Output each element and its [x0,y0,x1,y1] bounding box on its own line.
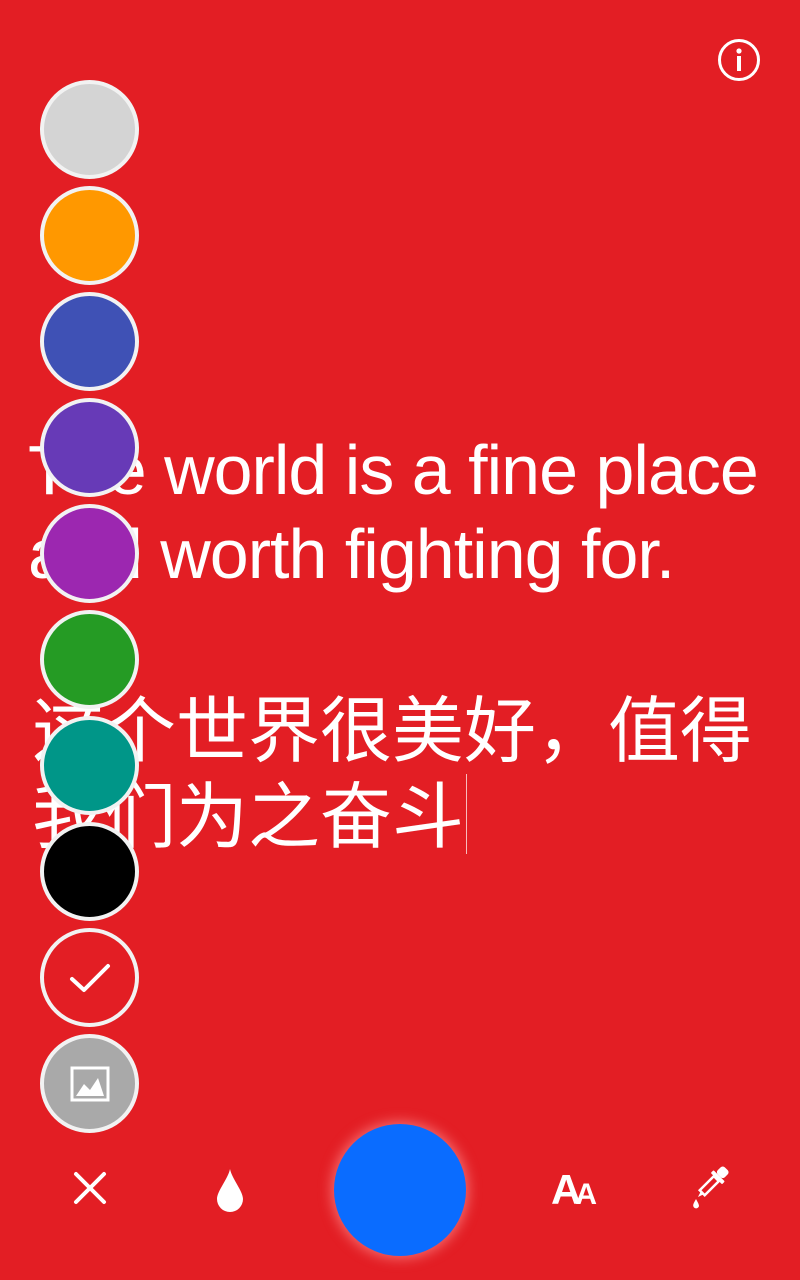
font-icon: AA [550,1166,597,1213]
eyedropper-button[interactable] [686,1158,734,1212]
info-icon [736,48,742,71]
bottom-toolbar: AA [0,1120,800,1280]
color-swatch-purple[interactable] [40,504,139,603]
text-canvas[interactable]: The world is a fine place and worth figh… [28,428,788,860]
chinese-text-line[interactable]: 这个世界很美好，值得我们为之奋斗 [32,688,788,860]
color-swatch-light-gray[interactable] [40,80,139,179]
color-swatch-deep-purple[interactable] [40,398,139,497]
color-swatch-teal[interactable] [40,716,139,815]
english-text[interactable]: The world is a fine place and worth figh… [28,431,759,593]
color-swatch-black[interactable] [40,822,139,921]
color-swatch-indigo[interactable] [40,292,139,391]
eyedropper-icon [693,1166,729,1209]
color-swatch-orange[interactable] [40,186,139,285]
image-icon [70,1066,109,1101]
color-swatch-background-image[interactable] [40,1034,139,1133]
chinese-text: 这个世界很美好，值得我们为之奋斗 [32,689,753,859]
info-button[interactable] [718,39,760,81]
drop-icon [217,1169,243,1212]
font-button[interactable]: AA [540,1164,602,1216]
check-icon [69,963,110,992]
close-icon [74,1172,106,1204]
color-swatch-green[interactable] [40,610,139,709]
close-button[interactable] [66,1164,114,1212]
text-caret [466,774,468,854]
color-swatch-confirm[interactable] [40,928,139,1027]
opacity-button[interactable] [206,1164,254,1216]
current-color-button[interactable] [334,1124,466,1256]
